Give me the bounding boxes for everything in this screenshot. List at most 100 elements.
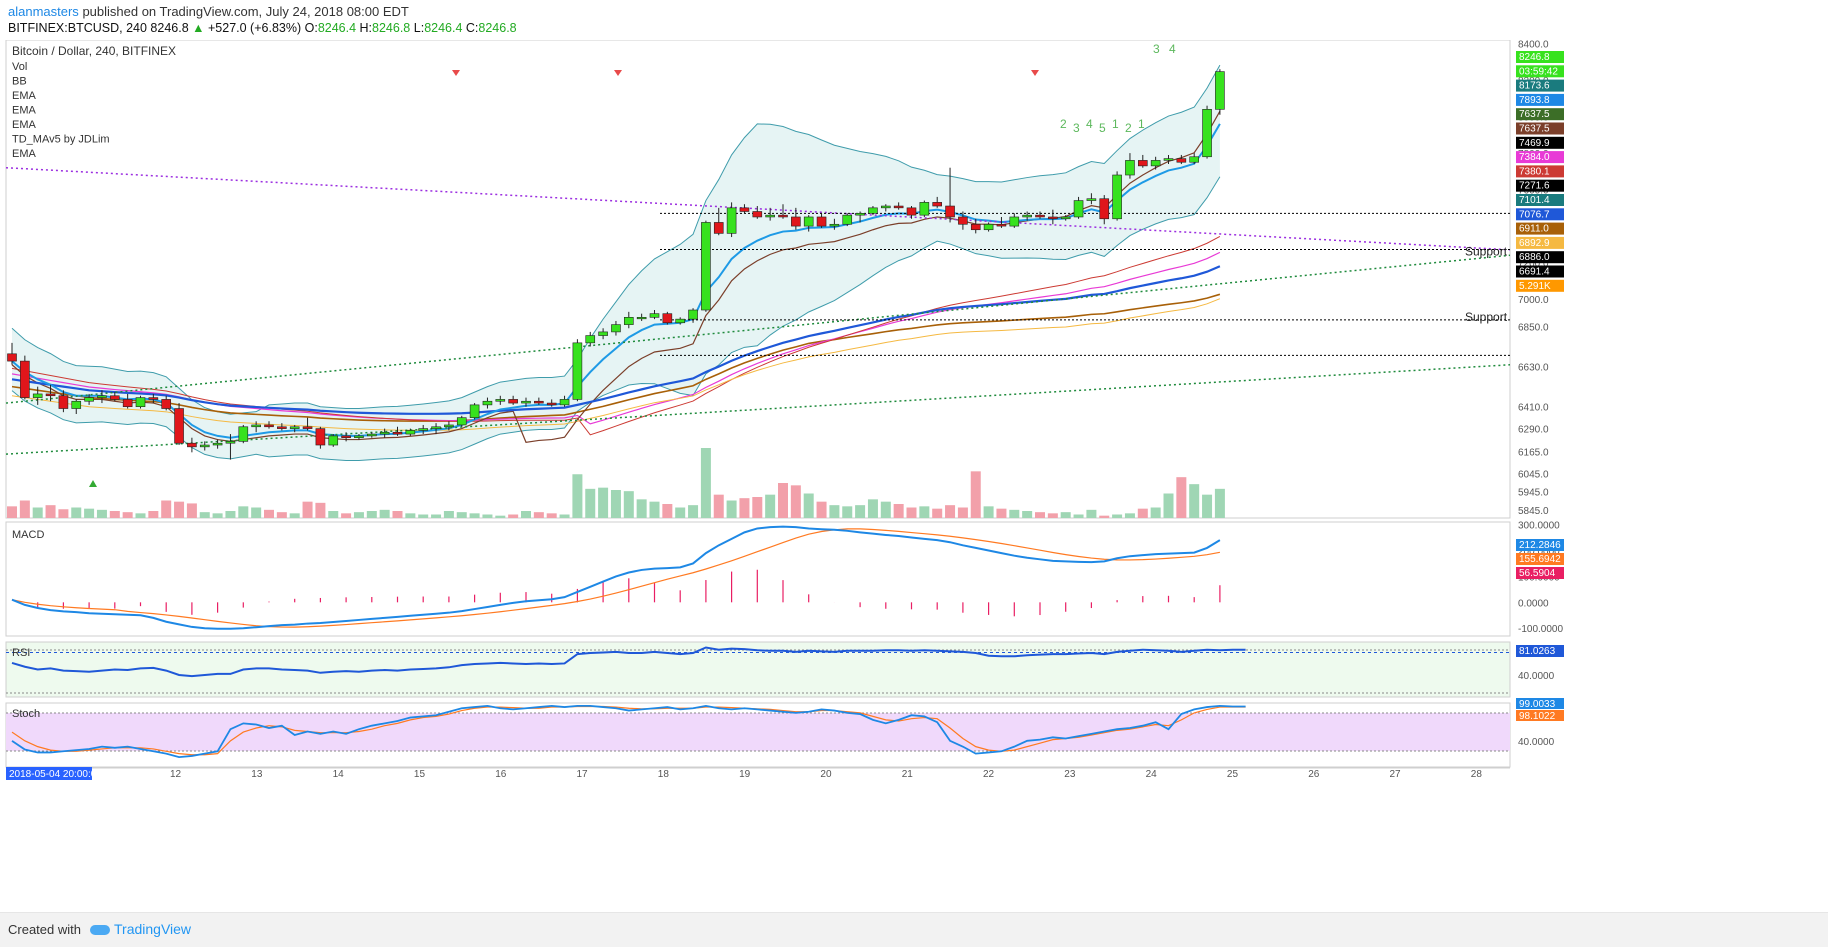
author-link[interactable]: alanmasters [8, 4, 79, 19]
candle-body [1163, 158, 1174, 161]
bb-fill [12, 65, 1220, 461]
price-tag-label: 7076.7 [1519, 209, 1550, 220]
volume-bar [482, 514, 493, 518]
volume-bar [970, 471, 981, 518]
candle-body [1035, 214, 1045, 218]
tradingview-logo[interactable]: TradingView [90, 921, 191, 937]
td-count: 4 [1169, 42, 1176, 56]
candle-body [534, 400, 544, 404]
sell-marker [1031, 70, 1039, 76]
volume-bar [1060, 512, 1071, 518]
candle-body [469, 404, 480, 418]
candle-body [1215, 71, 1225, 110]
td-count: 3 [1153, 42, 1160, 56]
price-tag-label: 6691.4 [1519, 267, 1550, 278]
macd-value-tag [1516, 567, 1564, 579]
price-tag [1516, 208, 1564, 221]
volume-bar [790, 485, 801, 518]
candle-body [354, 435, 364, 439]
volume-bar [366, 511, 377, 518]
legend-item: EMA [12, 105, 37, 117]
price-tag-label: 5.291K [1519, 281, 1551, 292]
candle-body [405, 430, 416, 435]
candle-body [1022, 214, 1032, 218]
ema-blue-line [11, 265, 1221, 415]
candle-body [418, 428, 429, 431]
price-tag [1516, 122, 1564, 135]
candle-body [315, 428, 326, 446]
candle-body [559, 399, 570, 406]
price-tick-label: 6850.0 [1518, 322, 1549, 333]
candle-body [675, 318, 686, 324]
x-tick-label: 27 [1390, 769, 1402, 780]
candle-body [842, 214, 853, 225]
candle-body [135, 397, 146, 408]
price-tag-label: 03:59:42 [1519, 66, 1558, 77]
volume-bar [199, 512, 210, 518]
candle-body [495, 399, 506, 402]
stoch-band [6, 713, 1510, 751]
candle-body [71, 400, 82, 409]
volume-bar [289, 513, 300, 518]
support-trendline-lower [5, 363, 1511, 455]
candle-body [919, 202, 930, 216]
candle-body [58, 395, 69, 409]
volume-bar [19, 500, 30, 518]
price-tag-label: 7384.0 [1519, 152, 1550, 163]
x-tick-label: 12 [170, 769, 182, 780]
candle-body [521, 400, 531, 404]
stoch-value-tag [1516, 698, 1564, 709]
volume-bar [418, 514, 429, 518]
price-tag [1516, 222, 1564, 235]
volume-bar [533, 512, 544, 518]
support-label: Support [1465, 244, 1508, 258]
candle-body [649, 313, 660, 318]
candle-body [328, 435, 339, 446]
candle-body [97, 395, 107, 398]
candle-body [662, 313, 673, 324]
volume-bar [726, 500, 737, 518]
x-tick-label: 18 [658, 769, 670, 780]
volume-bar [932, 508, 943, 518]
stoch-value-tag [1516, 710, 1564, 721]
stoch-value-label: 98.1022 [1519, 711, 1556, 722]
price-tag-label: 6911.0 [1519, 224, 1549, 235]
td-count: 1 [1138, 117, 1145, 131]
macd-pane [5, 521, 1511, 637]
volume-bar [855, 505, 866, 518]
symbol-label: BITFINEX:BTCUSD, 240 [8, 21, 147, 35]
crosshair-date-tag [6, 767, 92, 780]
price-tag [1516, 165, 1564, 178]
candle-body [431, 426, 441, 429]
cloud-icon [90, 925, 110, 936]
x-tick-label: 22 [983, 769, 995, 780]
candle-body [508, 399, 518, 404]
candle-body [816, 216, 827, 227]
volume-bar [264, 509, 274, 518]
candle-body [1073, 200, 1084, 218]
candle-body [444, 424, 454, 428]
price-tag-label: 7637.5 [1519, 109, 1550, 120]
volume-bar [521, 511, 531, 518]
volume-bar [276, 512, 287, 518]
price-tag-label: 8173.6 [1519, 81, 1550, 92]
td-count: 2 [1060, 117, 1067, 131]
candle-body [264, 424, 274, 428]
candle-body [739, 207, 750, 212]
candle-body [238, 426, 249, 442]
volume-bar [662, 504, 673, 518]
close-label: C: [465, 21, 479, 35]
price-tick-label: 6410.0 [1518, 403, 1549, 414]
volume-bar [945, 505, 956, 518]
volume-bar [598, 487, 609, 518]
x-tick-label: 15 [414, 769, 426, 780]
legend-item: Vol [12, 61, 27, 73]
candle-body [1125, 160, 1135, 176]
volume-bar [84, 508, 95, 518]
publish-info: published on TradingView.com, July 24, 2… [82, 4, 409, 19]
crosshair-date-label: 2018-05-04 20:00:00 [9, 769, 102, 780]
price-tag [1516, 65, 1564, 78]
candle-body [970, 223, 981, 231]
candle-body [1009, 216, 1020, 227]
